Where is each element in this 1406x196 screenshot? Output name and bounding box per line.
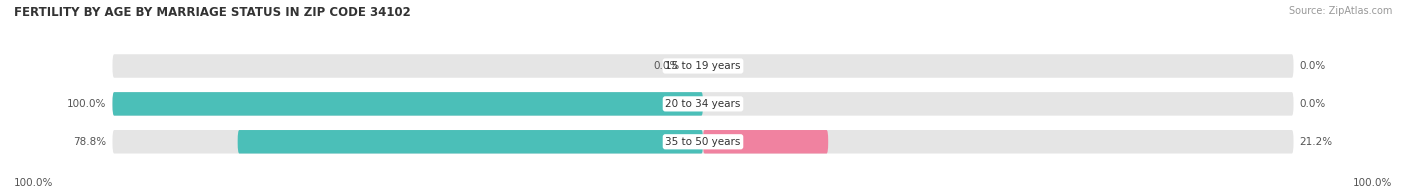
Text: 100.0%: 100.0% xyxy=(14,178,53,188)
Text: 15 to 19 years: 15 to 19 years xyxy=(665,61,741,71)
Text: 0.0%: 0.0% xyxy=(1299,61,1326,71)
Text: 78.8%: 78.8% xyxy=(73,137,107,147)
FancyBboxPatch shape xyxy=(112,92,703,116)
FancyBboxPatch shape xyxy=(112,54,1294,78)
FancyBboxPatch shape xyxy=(112,130,1294,153)
Text: 20 to 34 years: 20 to 34 years xyxy=(665,99,741,109)
Text: FERTILITY BY AGE BY MARRIAGE STATUS IN ZIP CODE 34102: FERTILITY BY AGE BY MARRIAGE STATUS IN Z… xyxy=(14,6,411,19)
Text: 100.0%: 100.0% xyxy=(1353,178,1392,188)
Text: Source: ZipAtlas.com: Source: ZipAtlas.com xyxy=(1288,6,1392,16)
FancyBboxPatch shape xyxy=(703,130,828,153)
Text: 21.2%: 21.2% xyxy=(1299,137,1333,147)
Text: 0.0%: 0.0% xyxy=(1299,99,1326,109)
FancyBboxPatch shape xyxy=(238,130,703,153)
Text: 100.0%: 100.0% xyxy=(67,99,107,109)
Text: 0.0%: 0.0% xyxy=(654,61,679,71)
FancyBboxPatch shape xyxy=(112,92,1294,116)
Text: 35 to 50 years: 35 to 50 years xyxy=(665,137,741,147)
